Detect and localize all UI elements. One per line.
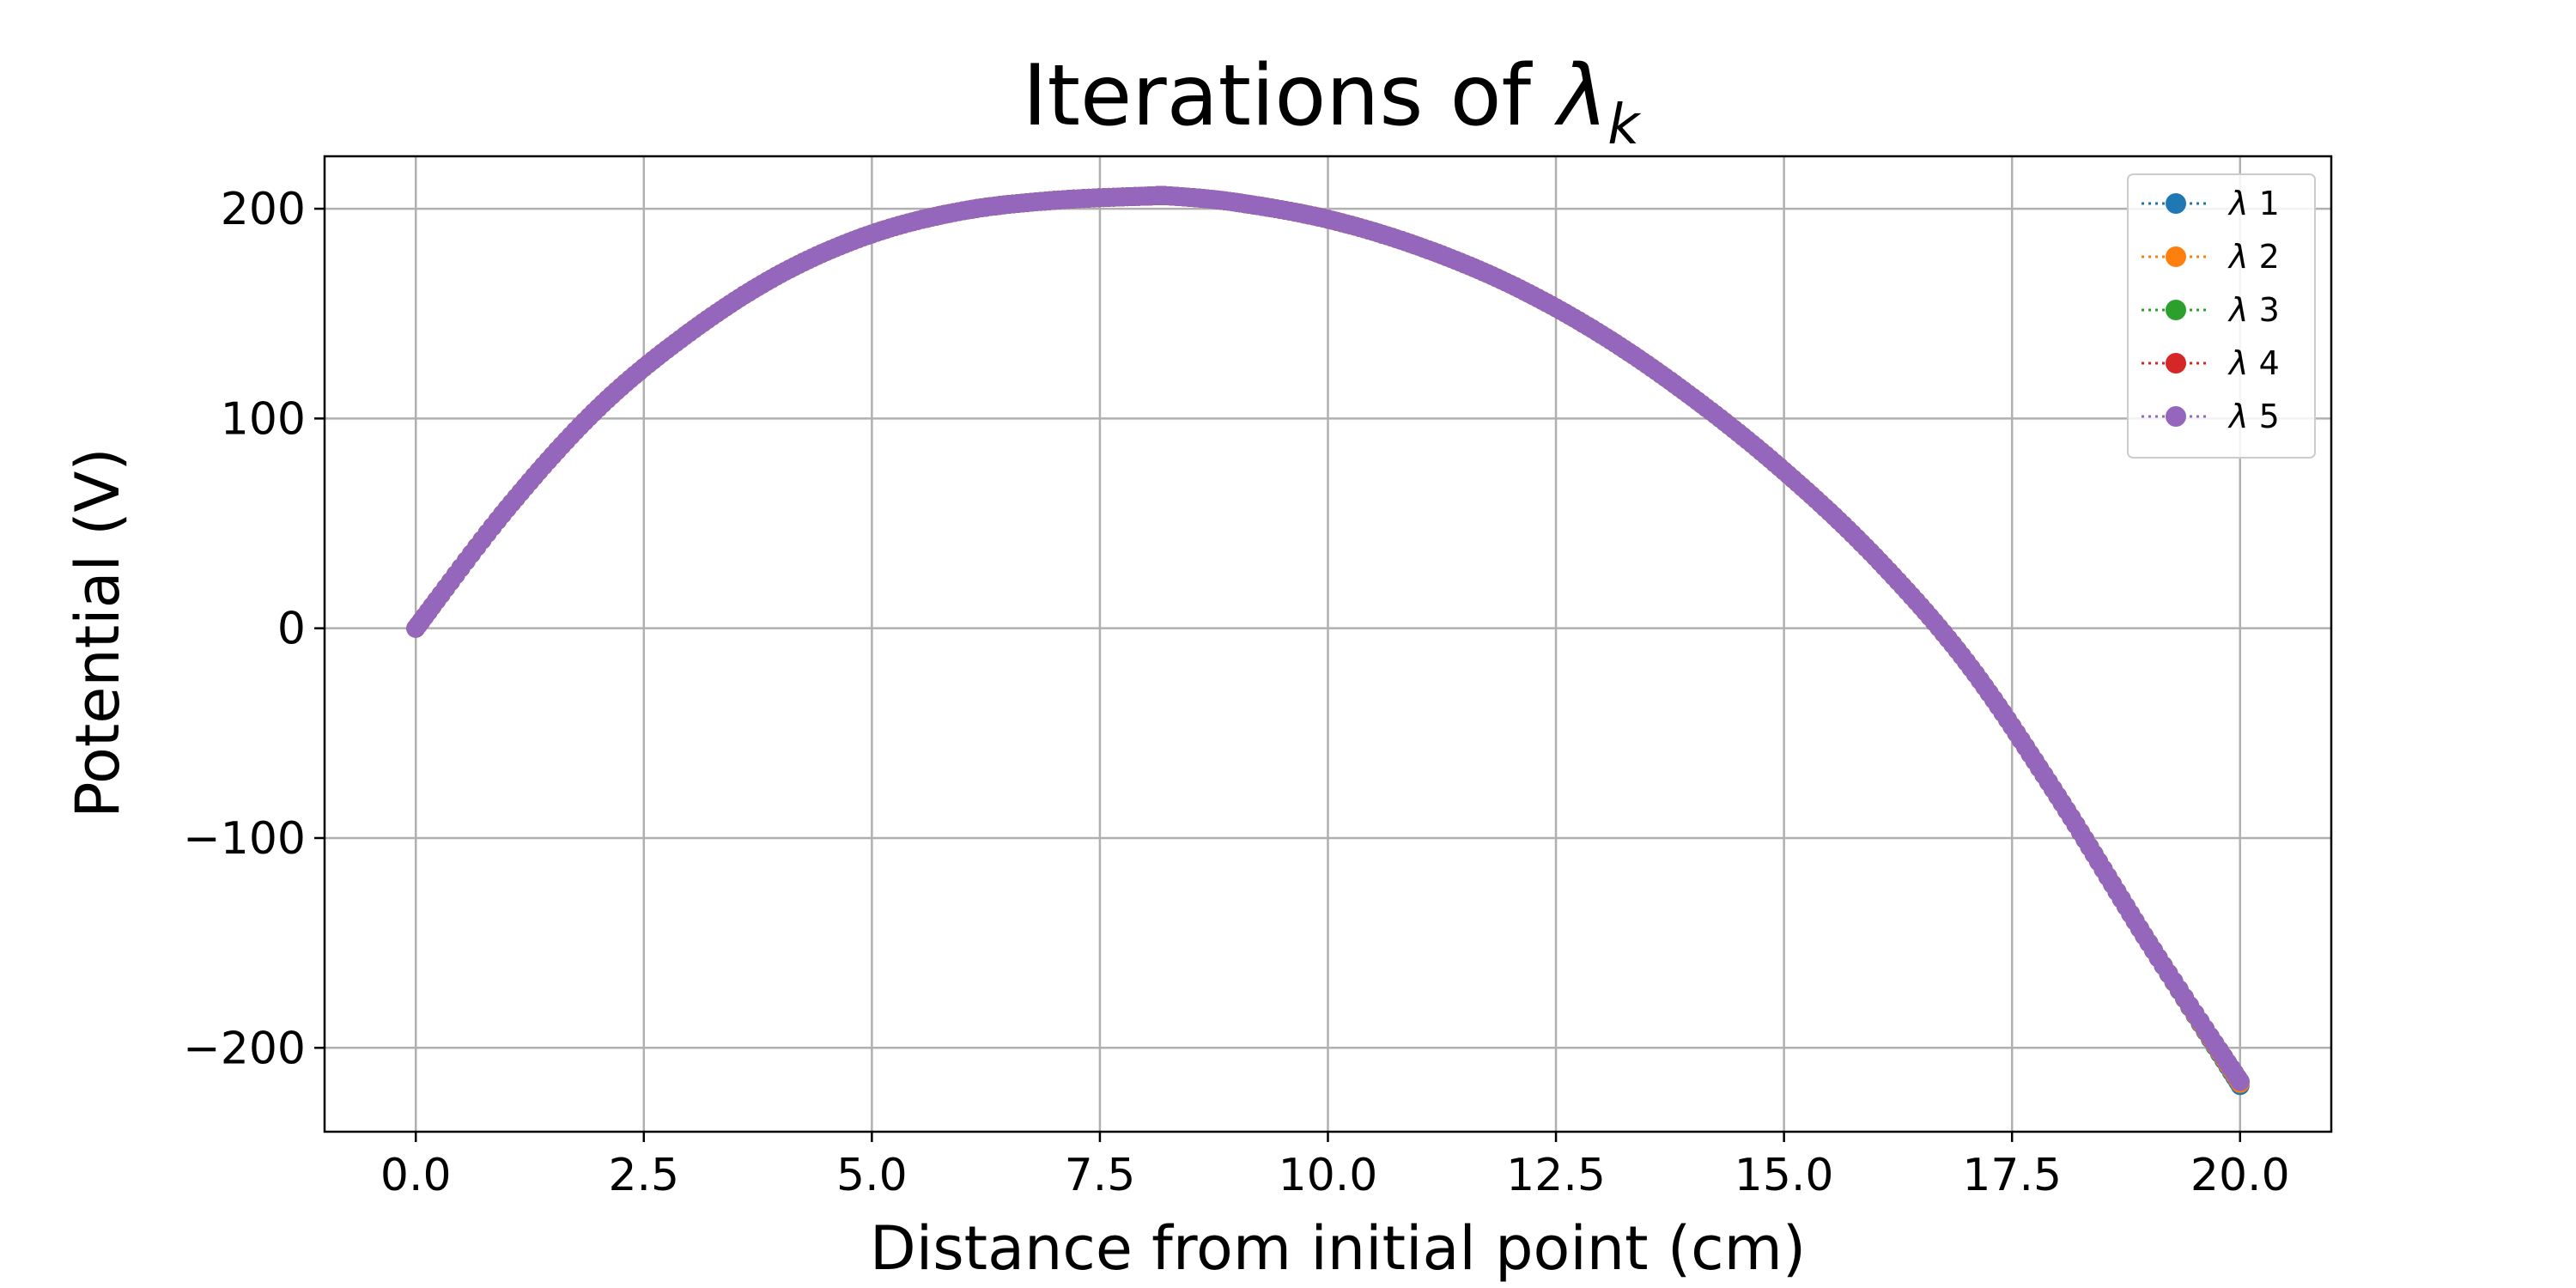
x-tick-label: 5.0 bbox=[836, 1150, 908, 1201]
y-tick-label: −200 bbox=[183, 1023, 306, 1074]
legend-swatch-marker bbox=[2166, 406, 2186, 427]
legend-swatch-marker bbox=[2166, 246, 2186, 267]
legend-swatch-marker bbox=[2166, 353, 2186, 374]
legend-label: λ 5 bbox=[2227, 398, 2280, 435]
legend-label: λ 1 bbox=[2227, 185, 2280, 222]
y-tick-label: 200 bbox=[221, 184, 306, 235]
y-tick-label: 0 bbox=[277, 604, 306, 655]
x-tick-label: 15.0 bbox=[1735, 1150, 1834, 1201]
series-layer bbox=[406, 185, 2250, 1096]
x-tick-label: 17.5 bbox=[1962, 1150, 2062, 1201]
legend: λ 1 λ 2 λ 3 λ 4 λ 5 bbox=[2127, 173, 2316, 459]
legend-label: λ 2 bbox=[2227, 238, 2280, 276]
legend-swatch-marker bbox=[2166, 300, 2186, 320]
ticks: 0.0 2.5 5.0 7.5 10.0 12.5 15.0 17.5 20.0 −200 −100… bbox=[183, 184, 2289, 1201]
y-tick-label: 100 bbox=[221, 393, 306, 445]
x-tick-label: 20.0 bbox=[2190, 1150, 2290, 1201]
legend-label: λ 3 bbox=[2227, 291, 2280, 329]
x-tick-label: 12.5 bbox=[1506, 1150, 1606, 1201]
x-tick-label: 0.0 bbox=[380, 1150, 452, 1201]
legend-box bbox=[2127, 173, 2316, 459]
x-tick-label: 2.5 bbox=[608, 1150, 679, 1201]
y-tick-label: −100 bbox=[183, 813, 306, 865]
series-5 bbox=[406, 185, 2250, 1091]
legend-label: λ 4 bbox=[2227, 344, 2280, 382]
x-tick-label: 7.5 bbox=[1065, 1150, 1136, 1201]
x-tick-label: 10.0 bbox=[1279, 1150, 1378, 1201]
chart-title: Iterations of λk bbox=[1023, 47, 1643, 157]
x-axis-label: Distance from initial point (cm) bbox=[870, 1213, 1806, 1284]
y-axis-label: Potential (V) bbox=[63, 447, 133, 817]
series-point bbox=[2230, 1072, 2250, 1091]
legend-swatch-marker bbox=[2166, 193, 2186, 214]
